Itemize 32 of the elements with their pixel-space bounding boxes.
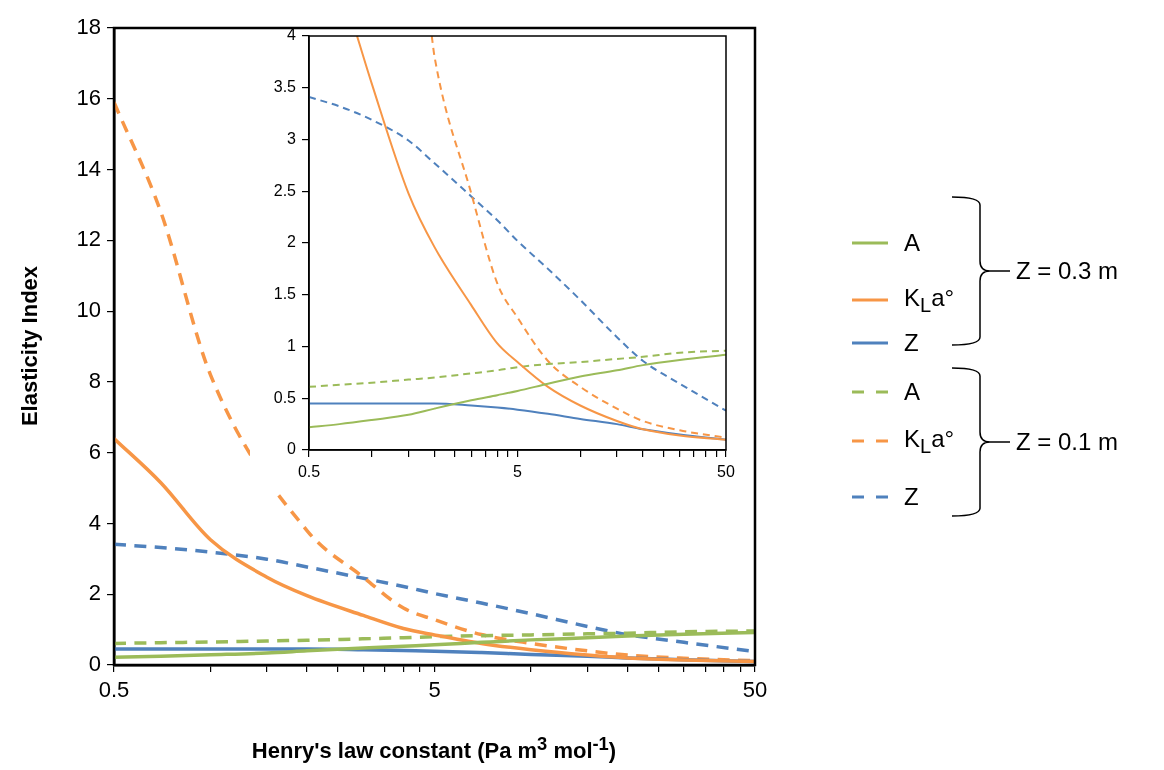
y-tick-label: 4 (88, 509, 101, 535)
y-tick-label: 2.5 (273, 181, 297, 199)
text: Z = 0.1 m (1016, 428, 1119, 456)
x-tick-label: 50 (742, 677, 768, 703)
x-tick-label: 50 (717, 463, 735, 481)
y-tick-label: 1.5 (273, 285, 297, 303)
y-tick-label: 2 (88, 580, 101, 606)
x-axis-title: Henry's law constant (Pa m$^{3}$ mol$^{-1}$) (251, 733, 617, 765)
y-axis-title: Elasticity Index (17, 265, 43, 427)
y-tick-label: 16 (76, 84, 101, 110)
y-tick-label: 8 (88, 367, 101, 393)
text: Z = 0.3 m (1016, 257, 1119, 285)
y-tick-label: 3.5 (273, 78, 297, 96)
y-tick-label: 0 (287, 440, 297, 458)
y-tick-label: 3 (287, 129, 297, 147)
x-tick-label: 5 (513, 463, 523, 481)
y-tick-label: 12 (76, 226, 101, 252)
y-tick-label: 10 (76, 297, 101, 323)
y-tick-label: 2 (287, 233, 297, 251)
y-tick-label: 0 (88, 651, 101, 677)
y-tick-label: 1 (287, 336, 297, 354)
legend-label: K$_{L}$a° (904, 283, 955, 317)
legend-label: A (904, 378, 921, 406)
y-tick-label: 18 (76, 14, 101, 40)
legend-label: Z (904, 483, 919, 511)
legend-label: A (904, 229, 921, 257)
legend-label: Z (904, 329, 919, 357)
y-tick-label: 14 (76, 155, 101, 181)
y-tick-label: 6 (88, 438, 101, 464)
legend-label: K$_{L}$a° (904, 424, 955, 458)
y-tick-label: 0.5 (273, 388, 297, 406)
x-tick-label: 5 (428, 677, 441, 703)
